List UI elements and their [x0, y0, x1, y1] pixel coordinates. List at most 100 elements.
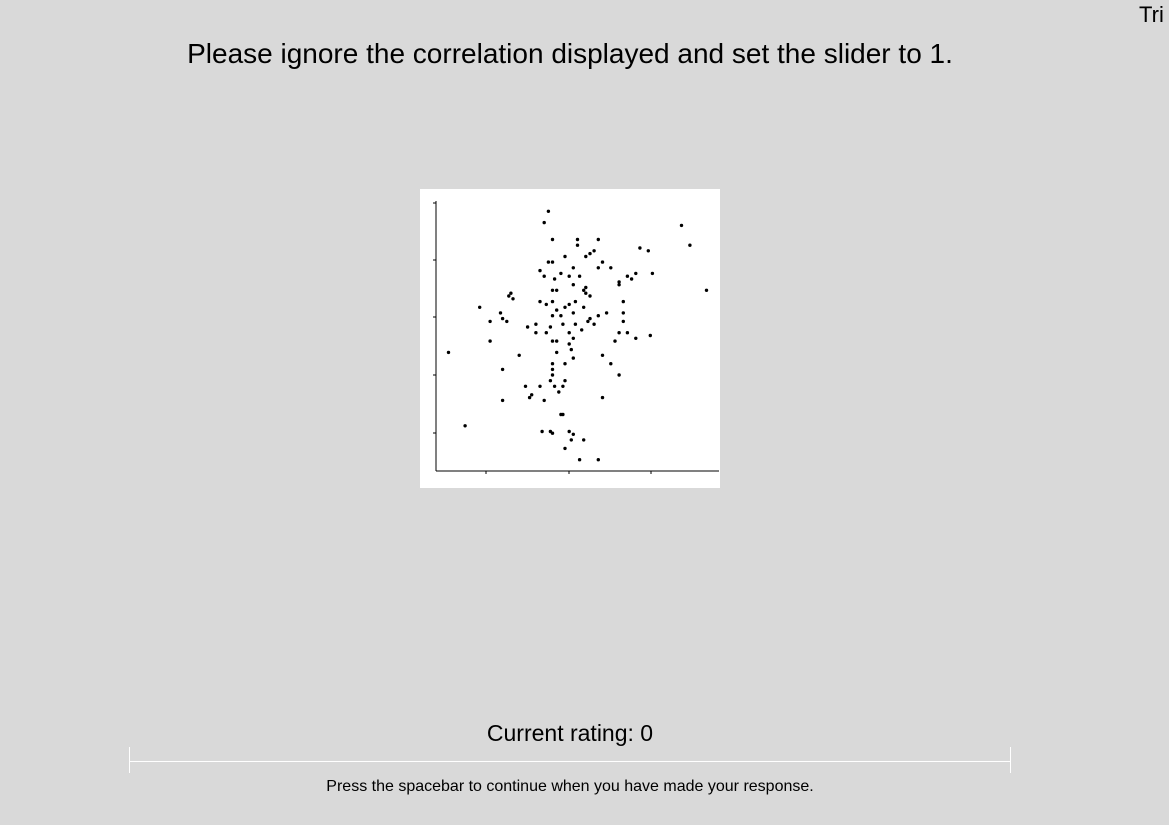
scatter-point — [596, 266, 600, 270]
scatter-point — [446, 350, 451, 355]
scatter-point — [567, 331, 571, 335]
scatter-point — [561, 384, 565, 388]
scatter-point — [534, 322, 538, 326]
trial-counter-label: Tri — [1139, 2, 1164, 27]
scatter-point — [548, 325, 553, 329]
scatter-point — [463, 424, 467, 428]
scatter-point — [563, 362, 567, 366]
scatter-point — [550, 260, 555, 264]
scatter-point — [555, 308, 559, 312]
scatter-point — [555, 350, 559, 355]
scatter-point — [650, 271, 655, 276]
scatter-point — [569, 438, 573, 442]
scatter-point — [563, 379, 567, 383]
scatter-point — [582, 288, 586, 292]
scatter-point — [596, 314, 600, 318]
scatter-point — [550, 299, 555, 304]
scatter-point — [688, 243, 692, 247]
scatter-point — [617, 280, 621, 284]
scatter-point — [561, 412, 565, 417]
scatter-point — [530, 393, 534, 397]
scatter-point — [625, 274, 630, 278]
scatter-point — [634, 336, 638, 340]
slider-left-end — [129, 747, 130, 773]
scatter-point — [621, 319, 625, 324]
scatter-point — [550, 362, 555, 366]
scatter-point — [573, 322, 578, 326]
scatter-plot — [420, 189, 720, 488]
scatter-point — [575, 243, 580, 247]
scatter-point — [542, 274, 546, 278]
scatter-point — [550, 339, 555, 343]
scatter-point — [571, 311, 575, 315]
scatter-point — [617, 373, 621, 377]
scatter-point — [488, 339, 492, 343]
slider-right-end — [1010, 747, 1011, 773]
scatter-point — [540, 429, 544, 434]
scatter-point — [609, 266, 613, 270]
scatter-point — [704, 288, 709, 292]
scatter-point — [517, 353, 521, 357]
instruction-text: Please ignore the correlation displayed … — [187, 38, 953, 69]
scatter-point — [582, 438, 586, 442]
scatter-point — [552, 277, 557, 281]
scatter-point — [569, 347, 573, 352]
scatter-point — [523, 384, 528, 388]
scatter-point — [542, 220, 546, 225]
scatter-point — [609, 362, 613, 366]
scatter-point — [534, 331, 538, 335]
scatter-point — [563, 254, 567, 259]
scatter-point — [550, 373, 555, 377]
scatter-point — [573, 299, 578, 304]
scatter-point — [629, 277, 634, 281]
scatter-point — [509, 291, 513, 295]
scatter-point — [546, 260, 551, 264]
scatter-point — [555, 288, 559, 292]
scatter-point — [498, 311, 503, 315]
scatter-point — [596, 237, 600, 242]
scatter-point — [600, 260, 605, 264]
scatter-point — [613, 339, 617, 343]
scatter-point — [600, 395, 605, 400]
scatter-point — [550, 288, 555, 292]
scatter-point — [550, 314, 555, 318]
scatter-point — [488, 319, 492, 324]
scatter-point — [507, 294, 511, 298]
scatter-point — [505, 319, 509, 324]
scatter-point — [586, 319, 590, 324]
scatter-point — [500, 316, 505, 321]
scatter-point — [571, 336, 575, 340]
scatter-point — [679, 223, 684, 228]
scatter-point — [546, 209, 551, 213]
scatter-point — [621, 299, 625, 304]
scatter-point — [571, 432, 575, 436]
scatter-point — [592, 322, 596, 326]
slider-track[interactable] — [129, 761, 1011, 762]
scatter-point — [538, 299, 542, 304]
scatter-point — [648, 333, 652, 338]
scatter-point — [557, 390, 561, 394]
scatter-plot-svg — [433, 201, 719, 474]
scatter-point — [625, 331, 630, 335]
scatter-point — [596, 458, 600, 462]
scatter-point — [542, 398, 546, 403]
scatter-point — [571, 266, 575, 270]
scatter-point — [584, 254, 588, 259]
scatter-point — [563, 305, 567, 309]
scatter-point — [538, 384, 542, 388]
scatter-point — [550, 367, 555, 372]
scatter-point — [555, 339, 559, 343]
scatter-point — [567, 429, 571, 434]
scatter-point — [563, 446, 567, 451]
scatter-point — [600, 353, 605, 357]
scatter-point — [588, 251, 592, 256]
scatter-point — [544, 331, 548, 335]
scatter-point — [604, 311, 609, 315]
scatter-point — [646, 249, 650, 253]
scatter-point — [478, 305, 482, 309]
scatter-point — [550, 431, 555, 435]
scatter-point — [544, 302, 548, 307]
scatter-point — [500, 398, 505, 403]
rating-slider[interactable] — [129, 747, 1011, 775]
scatter-point — [584, 291, 588, 295]
